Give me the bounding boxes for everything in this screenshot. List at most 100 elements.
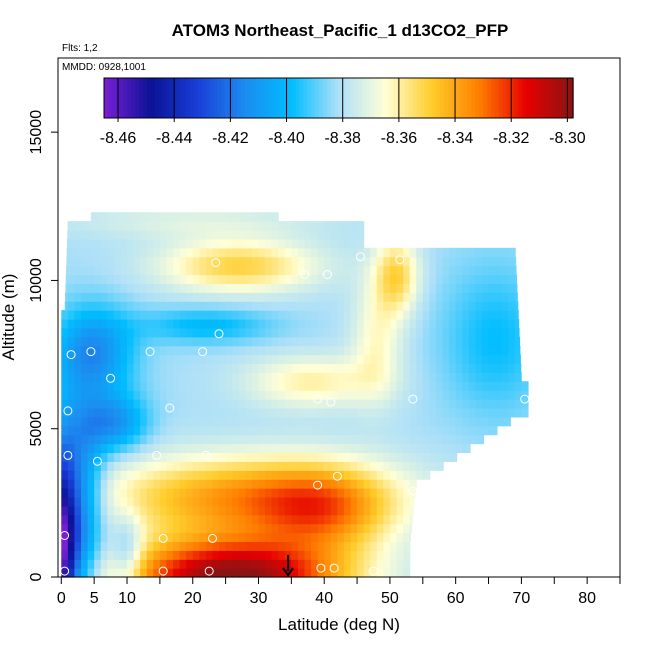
colorbar-segment (225, 78, 230, 118)
heatmap-cell (370, 532, 378, 543)
heatmap-cell (422, 434, 430, 445)
heatmap-cell (179, 247, 187, 258)
heatmap-cell (225, 256, 233, 267)
heatmap-cell (146, 496, 154, 507)
heatmap-cell (166, 425, 174, 436)
heatmap-cell (389, 247, 398, 258)
heatmap-cell (317, 345, 325, 356)
heatmap-cell (409, 336, 417, 347)
heatmap-cell (284, 425, 292, 436)
heatmap-cell (337, 479, 345, 489)
heatmap-cell (389, 381, 398, 391)
heatmap-cell (173, 416, 181, 427)
heatmap-cell (271, 523, 279, 534)
heatmap-cell (107, 336, 115, 347)
heatmap-cell (409, 256, 417, 267)
heatmap-cell (100, 372, 108, 382)
heatmap-cell (271, 390, 279, 400)
heatmap-cell (442, 256, 450, 267)
heatmap-cell (278, 407, 286, 418)
heatmap-cell (186, 399, 194, 409)
heatmap-cell (166, 372, 174, 382)
heatmap-cell (133, 523, 141, 534)
heatmap-cell (514, 292, 518, 302)
heatmap-cell (127, 354, 135, 365)
heatmap-cell (61, 363, 69, 373)
heatmap-cell (324, 381, 332, 391)
heatmap-cell (383, 301, 391, 311)
heatmap-cell (159, 479, 168, 489)
heatmap-cell (232, 274, 240, 284)
heatmap-cell (501, 407, 509, 418)
heatmap-cell (238, 265, 246, 276)
heatmap-cell (219, 514, 227, 525)
heatmap-cell (219, 381, 227, 391)
heatmap-cell (324, 505, 332, 516)
heatmap-cell (81, 256, 89, 267)
heatmap-cell (409, 318, 417, 329)
heatmap-cell (212, 301, 220, 311)
heatmap-cell (324, 532, 332, 543)
heatmap-cell (225, 568, 233, 578)
heatmap-cell (409, 310, 417, 320)
heatmap-cell (219, 336, 227, 347)
heatmap-cell (159, 318, 168, 329)
heatmap-cell (435, 434, 444, 445)
heatmap-cell (409, 461, 417, 471)
heatmap-cell (212, 568, 220, 578)
heatmap-cell (74, 550, 82, 560)
heatmap-cell (311, 505, 319, 516)
heatmap-cell (271, 265, 279, 276)
heatmap-cell (449, 283, 457, 293)
heatmap-cell (225, 247, 233, 258)
heatmap-cell (258, 212, 266, 222)
heatmap-cell (396, 283, 404, 293)
heatmap-cell (462, 327, 470, 338)
heatmap-cell (271, 461, 279, 471)
heatmap-cell (81, 488, 89, 498)
heatmap-cell (173, 363, 181, 373)
heatmap-cell (278, 327, 286, 338)
colorbar-segment (205, 78, 211, 118)
heatmap-cell (113, 247, 122, 258)
heatmap-cell (291, 568, 299, 578)
heatmap-cell (192, 479, 200, 489)
heatmap-cell (403, 265, 411, 276)
heatmap-cell (219, 443, 227, 454)
colorbar-segment (111, 78, 117, 118)
heatmap-cell (376, 479, 384, 489)
heatmap-cell (311, 247, 319, 258)
heatmap-cell (468, 399, 476, 409)
colorbar-segment (455, 78, 461, 118)
heatmap-cell (409, 354, 417, 365)
heatmap-cell (81, 559, 89, 569)
heatmap-cell (219, 256, 227, 267)
colorbar-segment (119, 78, 125, 118)
heatmap-cell (238, 550, 246, 560)
heatmap-cell (376, 372, 384, 382)
heatmap-cell (94, 327, 102, 338)
heatmap-cell (120, 354, 128, 365)
heatmap-cell (370, 247, 378, 258)
heatmap-cell (311, 327, 319, 338)
heatmap-cell (199, 488, 207, 498)
colorbar-segment (416, 78, 422, 118)
heatmap-cell (330, 425, 338, 436)
heatmap-cell (350, 461, 358, 471)
heatmap-cell (258, 550, 266, 560)
heatmap-cell (113, 372, 122, 382)
heatmap-cell (343, 256, 352, 267)
heatmap-cell (297, 381, 306, 391)
arrow-head (282, 567, 294, 577)
heatmap-cell (173, 434, 181, 445)
heatmap-cell (94, 230, 102, 240)
heatmap-cell (337, 381, 345, 391)
heatmap-cell (212, 265, 220, 276)
heatmap-cell (409, 452, 417, 462)
heatmap-cell (87, 256, 95, 267)
heatmap-cell (330, 221, 338, 231)
colorbar-segment (432, 78, 437, 118)
heatmap-cell (297, 327, 306, 338)
heatmap-cell (120, 399, 128, 409)
heatmap-cell (219, 318, 227, 329)
